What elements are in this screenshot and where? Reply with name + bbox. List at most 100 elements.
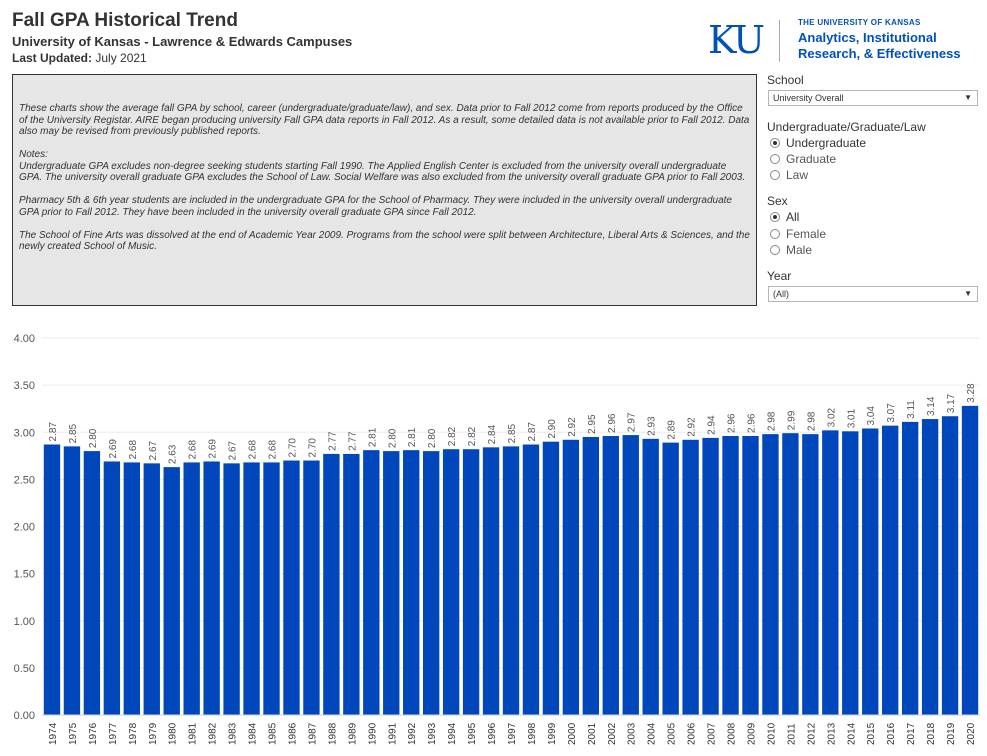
y-tick-label: 4.00 xyxy=(14,333,35,345)
data-label: 2.67 xyxy=(148,440,159,460)
data-label: 2.85 xyxy=(68,423,79,443)
year-select[interactable]: (All) ▼ xyxy=(768,286,978,302)
bar xyxy=(682,439,699,715)
data-label: 2.87 xyxy=(527,422,538,442)
page-subtitle: University of Kansas - Lawrence & Edward… xyxy=(12,34,353,49)
radio-undergraduate-label: Undergraduate xyxy=(786,136,867,150)
notes-heading: Notes: xyxy=(19,149,48,160)
radio-law[interactable]: Law xyxy=(770,168,808,182)
bar xyxy=(882,425,899,715)
bar xyxy=(123,462,140,715)
bar xyxy=(143,463,160,715)
data-label: 2.96 xyxy=(727,413,738,433)
notes-undergrad-text: Undergraduate GPA excludes non-degree se… xyxy=(19,160,746,184)
bar xyxy=(702,437,719,715)
y-tick-label: 0.00 xyxy=(14,710,35,722)
data-label: 2.69 xyxy=(208,439,219,459)
bar xyxy=(383,451,400,715)
data-label: 2.93 xyxy=(647,416,658,436)
aire-logo: KU THE UNIVERSITY OF KANSAS Analytics, I… xyxy=(708,18,978,66)
radio-male[interactable]: Male xyxy=(770,243,812,257)
bar xyxy=(83,451,101,715)
y-tick-label: 0.50 xyxy=(14,663,35,675)
x-tick-label: 1982 xyxy=(208,722,219,745)
bar xyxy=(63,446,81,715)
y-tick-label: 2.50 xyxy=(14,474,35,486)
x-tick-label: 1989 xyxy=(347,722,358,745)
y-tick-label: 2.00 xyxy=(14,522,35,534)
bar xyxy=(582,436,600,715)
bar xyxy=(921,419,939,715)
x-tick-label: 1997 xyxy=(507,722,518,745)
chevron-down-icon: ▼ xyxy=(964,93,972,102)
last-updated-label: Last Updated: xyxy=(12,51,93,65)
radio-graduate[interactable]: Graduate xyxy=(770,152,836,166)
x-tick-label: 2017 xyxy=(906,722,917,745)
radio-female[interactable]: Female xyxy=(770,227,826,241)
data-label: 2.89 xyxy=(667,420,678,440)
logo-office-line1: Analytics, Institutional xyxy=(798,30,937,45)
bar xyxy=(243,462,260,715)
bar xyxy=(782,433,799,715)
x-tick-label: 2015 xyxy=(866,722,877,745)
x-tick-label: 1993 xyxy=(427,722,438,745)
x-tick-label: 2014 xyxy=(846,722,857,745)
logo-divider xyxy=(779,20,780,62)
data-label: 3.11 xyxy=(906,400,917,419)
page-title: Fall GPA Historical Trend xyxy=(12,10,238,31)
bar xyxy=(363,450,380,715)
radio-undergraduate[interactable]: Undergraduate xyxy=(770,136,866,150)
sex-filter-label: Sex xyxy=(767,194,788,208)
bar xyxy=(622,435,639,715)
data-label: 2.96 xyxy=(607,413,618,433)
data-label: 2.82 xyxy=(467,426,478,446)
y-tick-label: 1.50 xyxy=(14,569,35,581)
radio-all[interactable]: All xyxy=(770,210,799,224)
x-tick-label: 2020 xyxy=(966,722,977,745)
notes-panel: These charts show the average fall GPA b… xyxy=(12,74,757,306)
x-tick-label: 1976 xyxy=(88,722,99,745)
bar xyxy=(822,430,839,715)
data-label: 2.67 xyxy=(228,440,239,460)
school-select[interactable]: University Overall ▼ xyxy=(768,90,978,106)
x-tick-label: 1978 xyxy=(128,722,139,745)
x-tick-label: 1999 xyxy=(547,722,558,745)
data-label: 2.68 xyxy=(128,440,139,460)
radio-male-label: Male xyxy=(786,243,813,257)
data-label: 2.68 xyxy=(268,440,279,460)
data-label: 2.82 xyxy=(447,426,458,446)
x-tick-label: 2013 xyxy=(826,722,837,745)
bar xyxy=(742,436,759,715)
data-label: 3.02 xyxy=(826,407,837,427)
data-label: 2.69 xyxy=(108,439,119,459)
bar xyxy=(662,442,679,715)
career-filter-label: Undergraduate/Graduate/Law xyxy=(767,120,926,134)
bar xyxy=(462,449,480,715)
x-tick-label: 1996 xyxy=(487,722,498,745)
data-label: 2.70 xyxy=(287,438,298,458)
bar xyxy=(482,447,500,715)
radio-icon xyxy=(770,212,780,222)
data-label: 2.77 xyxy=(347,431,358,451)
data-label: 3.14 xyxy=(926,396,937,416)
x-tick-label: 2012 xyxy=(806,722,817,745)
last-updated-value: July 2021 xyxy=(95,51,147,65)
data-label: 2.96 xyxy=(746,413,757,433)
data-label: 2.85 xyxy=(507,423,518,443)
bar xyxy=(802,434,819,715)
x-tick-label: 2009 xyxy=(746,722,757,745)
x-tick-label: 2016 xyxy=(886,722,897,745)
bar xyxy=(941,416,959,715)
chevron-down-icon: ▼ xyxy=(964,289,972,298)
bar xyxy=(961,405,979,715)
x-tick-label: 1984 xyxy=(248,722,259,745)
data-label: 2.99 xyxy=(786,410,797,430)
data-label: 2.87 xyxy=(48,422,59,442)
notes-intro: These charts show the average fall GPA b… xyxy=(19,103,750,137)
bar xyxy=(263,462,280,715)
x-tick-label: 2019 xyxy=(946,722,957,745)
data-label: 2.68 xyxy=(248,440,259,460)
data-label: 2.98 xyxy=(806,411,817,431)
x-tick-label: 1988 xyxy=(327,722,338,745)
bar xyxy=(223,463,240,715)
